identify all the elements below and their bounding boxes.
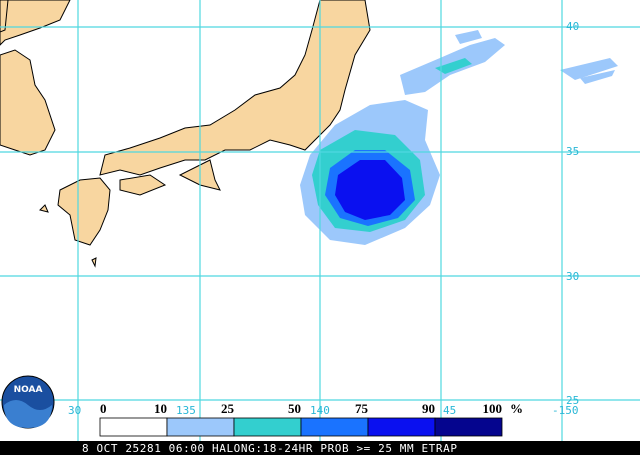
lat-label: 25 [566,394,579,407]
legend-label: 50 [288,401,301,416]
lon-label: 140 [310,404,330,417]
footer-text: 8 OCT 25281 06:00 HALONG:18-24HR PROB >=… [82,442,458,455]
legend-label: 10 [154,401,167,416]
logo-text: NOAA [14,385,43,395]
legend-swatch [300,417,369,437]
legend-label: 0 [100,401,107,416]
legend-label: 75 [355,401,369,416]
graticule [0,0,640,441]
noaa-logo: NOAA [1,375,55,429]
legend-swatch [233,417,302,437]
legend-swatch [434,417,503,437]
footer-bar [0,441,640,455]
lon-label: 135 [176,404,196,417]
lon-label: 45 [443,404,456,417]
legend-swatch [367,417,436,437]
legend-unit: % [510,401,523,416]
legend-label: 100 [483,401,503,416]
lat-label: 30 [566,270,579,283]
lon-label: 30 [68,404,81,417]
legend-label: 25 [221,401,235,416]
legend-label: 90 [422,401,435,416]
lat-label: 35 [566,145,579,158]
legend-swatch [166,417,235,437]
land [0,0,371,268]
legend: 0 10 25 50 75 90 100% [99,401,523,437]
lon-label: -150 [552,404,579,417]
precip-areas [300,30,618,245]
lat-label: 40 [566,20,579,33]
legend-swatch [99,417,168,437]
